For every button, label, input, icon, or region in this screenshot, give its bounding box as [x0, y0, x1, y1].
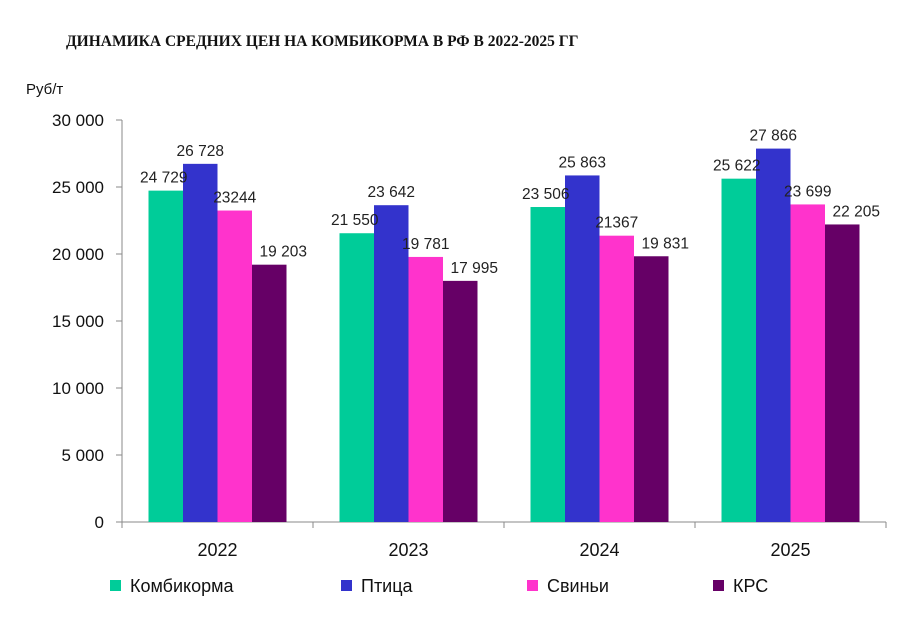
bar — [825, 224, 860, 522]
bar — [530, 207, 565, 523]
y-tick-label: 20 000 — [52, 245, 104, 264]
data-label: 19 831 — [642, 235, 689, 252]
data-label: 17 995 — [451, 260, 498, 277]
data-label: 23244 — [213, 190, 256, 207]
bar — [721, 178, 756, 522]
data-label: 21367 — [595, 215, 638, 232]
bar — [217, 210, 252, 522]
legend-label: КРС — [733, 576, 768, 596]
data-label: 24 729 — [140, 170, 187, 187]
data-labels: 24 729 26 728 23244 19 203 21 550 23 642 19 78… — [140, 128, 880, 277]
data-label: 25 622 — [713, 158, 760, 175]
legend-label: Комбикорма — [130, 576, 235, 596]
x-tick-label: 2022 — [197, 540, 237, 560]
bar — [339, 233, 374, 523]
y-tick-label: 0 — [95, 513, 104, 532]
data-label: 19 781 — [402, 236, 449, 253]
legend-swatch — [527, 580, 538, 591]
x-tick-label: 2024 — [579, 540, 619, 560]
data-label: 27 866 — [750, 128, 797, 145]
legend-swatch — [713, 580, 724, 591]
legend-swatch — [341, 580, 352, 591]
data-label: 23 699 — [784, 183, 831, 200]
chart-title: ДИНАМИКА СРЕДНИХ ЦЕН НА КОМБИКОРМА В РФ … — [66, 33, 579, 50]
bar — [634, 256, 669, 522]
legend: Комбикорма Птица Свиньи КРС — [110, 576, 768, 596]
bar — [599, 235, 634, 523]
data-label: 21 550 — [331, 212, 379, 229]
bar — [756, 148, 791, 523]
bar — [565, 175, 600, 523]
legend-swatch — [110, 580, 121, 591]
x-tick-label: 2023 — [388, 540, 428, 560]
data-label: 25 863 — [559, 154, 606, 171]
data-label: 26 728 — [177, 143, 224, 160]
bar — [252, 264, 287, 522]
data-label: 23 642 — [368, 184, 415, 201]
y-tick-label: 10 000 — [52, 379, 104, 398]
x-tick-label: 2025 — [770, 540, 810, 560]
bars — [148, 148, 860, 523]
axes: 0 5 000 10 000 15 000 20 000 25 000 30 000 2022… — [52, 111, 887, 560]
data-label: 23 506 — [522, 186, 569, 203]
y-axis-unit: Руб/т — [26, 81, 63, 98]
bar — [148, 190, 183, 522]
y-tick-label: 15 000 — [52, 312, 104, 331]
bar — [374, 205, 409, 522]
data-label: 19 203 — [260, 244, 307, 261]
legend-label: Свиньи — [547, 576, 609, 596]
legend-label: Птица — [361, 576, 414, 596]
bar — [183, 163, 218, 523]
bar — [790, 204, 825, 522]
bar — [408, 256, 443, 522]
y-tick-label: 30 000 — [52, 111, 104, 130]
y-tick-label: 5 000 — [61, 446, 104, 465]
y-tick-label: 25 000 — [52, 178, 104, 197]
data-label: 22 205 — [833, 203, 880, 220]
bar — [443, 280, 478, 522]
